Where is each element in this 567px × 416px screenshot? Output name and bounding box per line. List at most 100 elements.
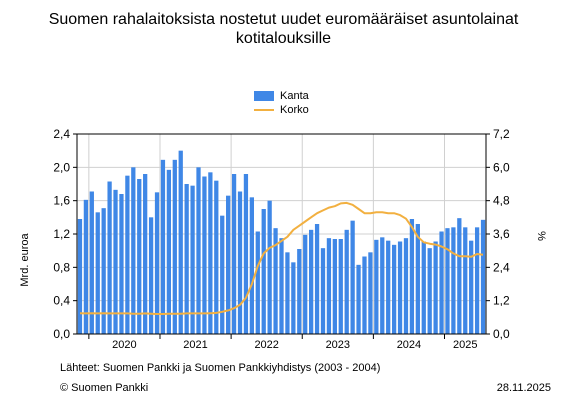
bar-kanta: [415, 224, 420, 334]
y-tick-label-right: 1,2: [493, 294, 510, 308]
bar-kanta: [409, 219, 415, 334]
bar-kanta: [154, 192, 160, 334]
bar-kanta: [368, 252, 373, 334]
bar-kanta: [469, 240, 474, 334]
bar-kanta: [214, 180, 219, 334]
bar-kanta: [451, 227, 456, 334]
bar-kanta: [196, 167, 201, 334]
chart-title-line-1: Suomen rahalaitoksista nostetut uudet eu…: [48, 11, 519, 28]
bar-kanta: [184, 184, 189, 334]
legend-swatch-kanta: [254, 91, 274, 101]
bar-kanta: [95, 212, 100, 334]
bar-kanta: [445, 228, 450, 334]
bar-kanta: [297, 249, 302, 334]
bar-kanta: [326, 238, 332, 334]
bar-kanta: [202, 176, 207, 334]
legend-label-kanta: Kanta: [280, 89, 309, 102]
x-tick-label: 2022: [254, 339, 278, 351]
bar-kanta: [148, 217, 154, 334]
bar-kanta: [131, 167, 136, 334]
x-tick-label: 2024: [397, 339, 421, 351]
bar-kanta: [101, 208, 106, 334]
bar-kanta: [89, 191, 94, 334]
bar-kanta: [338, 239, 343, 334]
bar-kanta: [279, 238, 284, 334]
bar-kanta: [463, 227, 468, 334]
bar-kanta: [320, 248, 326, 334]
legend: Kanta Korko: [254, 89, 309, 117]
y-tick-label-left: 2,4: [53, 127, 70, 141]
bar-kanta: [433, 241, 438, 334]
y-tick-label-right: 3,6: [493, 227, 510, 241]
bar-kanta: [77, 219, 83, 334]
y-tick-label-left: 1,2: [53, 227, 70, 241]
date-stamp: 28.11.2025: [496, 382, 551, 394]
bar-kanta: [83, 199, 89, 334]
chart-title: Suomen rahalaitoksista nostetut uudet eu…: [0, 10, 567, 48]
y-tick-label-right: 0,0: [493, 327, 510, 341]
bar-kanta: [386, 240, 391, 334]
bar-kanta: [125, 175, 130, 334]
y-tick-label-right: 7,2: [493, 127, 510, 141]
chart-title-line-2: kotitalouksille: [235, 30, 332, 47]
bar-kanta: [143, 174, 148, 334]
bar-kanta: [285, 252, 290, 334]
y-tick-label-right: 4,8: [493, 194, 510, 208]
y-tick-label-left: 1,6: [53, 194, 70, 208]
bar-kanta: [403, 238, 409, 334]
bar-kanta: [314, 224, 320, 334]
bar-kanta: [190, 185, 195, 334]
bar-kanta: [237, 191, 243, 334]
bar-kanta: [362, 256, 367, 334]
bar-kanta: [255, 231, 260, 334]
bar-kanta: [397, 241, 403, 334]
bar-kanta: [137, 179, 142, 334]
bar-kanta: [439, 231, 444, 334]
bar-kanta: [344, 229, 349, 334]
y-tick-label-left: 0,0: [53, 327, 70, 341]
bar-kanta: [474, 227, 480, 334]
bar-kanta: [391, 244, 397, 334]
plot-frame: [76, 133, 487, 335]
x-tick-label: 2020: [112, 339, 136, 351]
y-tick-label-left: 0,8: [53, 260, 70, 274]
bar-kanta: [480, 219, 486, 334]
bar-kanta: [356, 264, 361, 334]
bar-kanta: [374, 239, 379, 334]
bar-kanta: [107, 181, 112, 334]
bar-kanta: [172, 159, 177, 334]
bar-kanta: [457, 218, 462, 334]
bar-kanta: [303, 234, 308, 334]
bar-kanta: [178, 150, 183, 334]
source-note: Lähteet: Suomen Pankki ja Suomen Pankkiy…: [60, 362, 381, 374]
bar-kanta: [243, 174, 249, 334]
bar-kanta: [332, 239, 337, 334]
y-axis-label-right: %: [535, 231, 547, 241]
bar-kanta: [267, 200, 272, 334]
y-axis-label-left: Mrd. euroa: [19, 233, 31, 287]
x-tick-label: 2023: [326, 339, 350, 351]
bar-kanta: [113, 189, 118, 334]
legend-item-kanta: Kanta: [254, 89, 309, 103]
y-tick-label-right: 2,4: [493, 260, 510, 274]
bar-kanta: [273, 228, 278, 334]
bar-kanta: [249, 197, 254, 334]
legend-item-korko: Korko: [254, 103, 309, 117]
bar-kanta: [119, 194, 124, 334]
bar-kanta: [160, 159, 166, 334]
bar-kanta: [220, 215, 225, 334]
y-tick-label-right: 6,0: [493, 160, 510, 174]
bar-kanta: [380, 237, 385, 334]
bar-kanta: [208, 172, 213, 334]
x-tick-label: 2025: [453, 339, 477, 351]
bar-kanta: [261, 209, 266, 334]
bar-kanta: [421, 241, 426, 334]
bar-kanta: [231, 174, 237, 334]
bar-kanta: [309, 229, 314, 334]
bar-kanta: [226, 195, 231, 334]
bar-kanta: [291, 262, 296, 334]
bar-kanta: [350, 220, 355, 334]
legend-swatch-korko: [254, 109, 274, 111]
y-tick-label-left: 0,4: [53, 294, 70, 308]
